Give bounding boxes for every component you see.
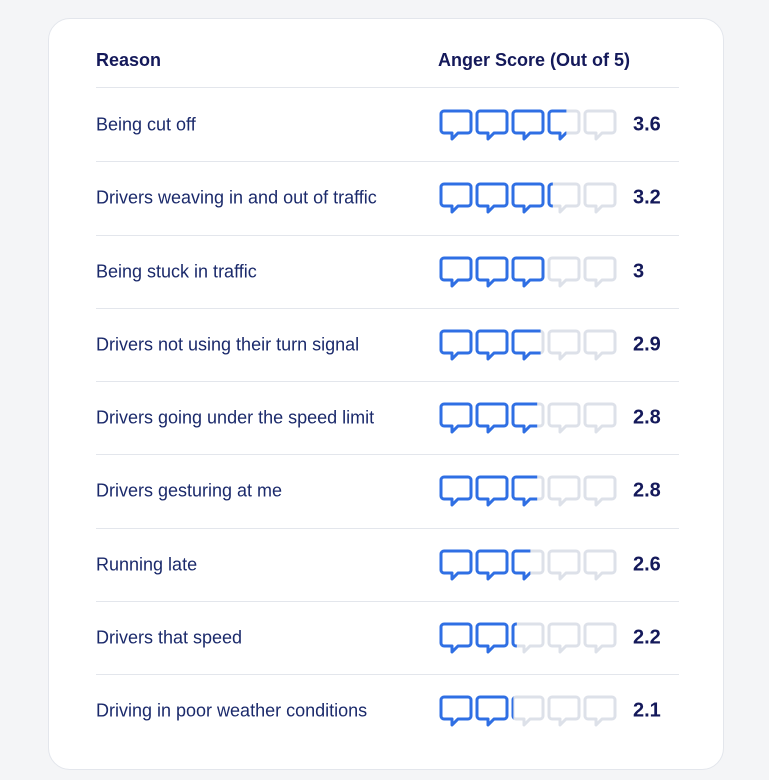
speech-bubble-icon xyxy=(547,475,581,507)
speech-bubble-icon xyxy=(439,109,473,141)
anger-score-value: 2.1 xyxy=(633,699,661,722)
speech-bubble-icon xyxy=(583,622,617,653)
speech-bubble-icon xyxy=(475,695,509,727)
table-header: Reason Anger Score (Out of 5) xyxy=(96,47,679,88)
reason-label: Being cut off xyxy=(96,114,196,135)
reason-label: Drivers weaving in and out of traffic xyxy=(96,187,377,208)
anger-score-value: 2.2 xyxy=(633,626,661,648)
speech-bubble-icon xyxy=(511,402,545,433)
speech-bubble-icon xyxy=(475,109,509,141)
table-row: Running late 2.6 xyxy=(96,528,679,602)
anger-score-value: 3.6 xyxy=(633,113,661,136)
speech-bubble-icon xyxy=(547,109,581,141)
anger-score-icons xyxy=(439,256,617,287)
reason-label: Drivers not using their turn signal xyxy=(96,334,360,354)
speech-bubble-icon xyxy=(475,475,509,507)
speech-bubble-icon xyxy=(511,329,545,360)
table-row: Driving in poor weather conditions 2.1 xyxy=(96,674,679,748)
speech-bubble-icon xyxy=(439,256,473,287)
speech-bubble-icon xyxy=(475,329,509,360)
speech-bubble-icon xyxy=(511,622,545,653)
speech-bubble-icon xyxy=(475,622,509,653)
table-row: Drivers gesturing at me 2.8 xyxy=(96,454,679,529)
anger-score-icons xyxy=(439,695,617,727)
speech-bubble-icon xyxy=(583,109,617,141)
speech-bubble-icon xyxy=(475,402,509,433)
reason-label: Drivers that speed xyxy=(96,627,243,647)
anger-score-value: 2.8 xyxy=(633,406,661,428)
anger-score-icons xyxy=(439,549,617,580)
reason-label: Driving in poor weather conditions xyxy=(96,700,368,721)
speech-bubble-icon xyxy=(511,549,545,580)
table-row: Being cut off 3.6 xyxy=(96,89,679,162)
anger-score-icons xyxy=(439,402,617,433)
speech-bubble-icon xyxy=(511,256,545,287)
speech-bubble-icon xyxy=(439,695,473,727)
speech-bubble-icon xyxy=(439,475,473,507)
anger-score-card: Reason Anger Score (Out of 5) Being cut … xyxy=(48,18,724,770)
reason-label: Drivers gesturing at me xyxy=(96,480,283,501)
speech-bubble-icon xyxy=(583,475,617,507)
speech-bubble-icon xyxy=(511,475,545,507)
speech-bubble-icon xyxy=(439,549,473,580)
reason-label: Being stuck in traffic xyxy=(96,261,257,281)
speech-bubble-icon xyxy=(583,549,617,580)
anger-score-icons xyxy=(439,109,617,141)
speech-bubble-icon xyxy=(583,256,617,287)
table-row: Drivers not using their turn signal 2.9 xyxy=(96,308,679,382)
speech-bubble-icon xyxy=(547,256,581,287)
speech-bubble-icon xyxy=(475,549,509,580)
anger-score-icons xyxy=(439,182,617,214)
reason-label: Drivers going under the speed limit xyxy=(96,407,375,427)
column-header-anger-score: Anger Score (Out of 5) xyxy=(438,50,631,70)
speech-bubble-icon xyxy=(583,402,617,433)
table-row: Drivers weaving in and out of traffic 3.2 xyxy=(96,161,679,236)
speech-bubble-icon xyxy=(583,329,617,360)
anger-score-icons xyxy=(439,622,617,653)
speech-bubble-icon xyxy=(511,109,545,141)
anger-score-value: 2.9 xyxy=(633,333,661,355)
speech-bubble-icon xyxy=(583,182,617,214)
speech-bubble-icon xyxy=(547,622,581,653)
anger-score-icons xyxy=(439,475,617,507)
anger-score-icons xyxy=(439,329,617,360)
speech-bubble-icon xyxy=(439,622,473,653)
anger-score-value: 3.2 xyxy=(633,186,661,209)
speech-bubble-icon xyxy=(583,695,617,727)
speech-bubble-icon xyxy=(547,695,581,727)
speech-bubble-icon xyxy=(439,402,473,433)
column-header-reason: Reason xyxy=(96,50,162,70)
anger-score-value: 3 xyxy=(633,260,645,282)
reason-label: Running late xyxy=(96,554,198,574)
speech-bubble-icon xyxy=(547,329,581,360)
table-row: Drivers going under the speed limit 2.8 xyxy=(96,381,679,455)
speech-bubble-icon xyxy=(511,695,545,727)
speech-bubble-icon xyxy=(475,256,509,287)
speech-bubble-icon xyxy=(475,182,509,214)
table-row: Being stuck in traffic 3 xyxy=(96,235,679,309)
speech-bubble-icon xyxy=(547,402,581,433)
speech-bubble-icon xyxy=(547,182,581,214)
table-row: Drivers that speed 2.2 xyxy=(96,601,679,675)
anger-score-value: 2.6 xyxy=(633,553,661,575)
speech-bubble-icon xyxy=(511,182,545,214)
speech-bubble-icon xyxy=(439,182,473,214)
anger-score-value: 2.8 xyxy=(633,479,661,502)
speech-bubble-icon xyxy=(547,549,581,580)
speech-bubble-icon xyxy=(439,329,473,360)
